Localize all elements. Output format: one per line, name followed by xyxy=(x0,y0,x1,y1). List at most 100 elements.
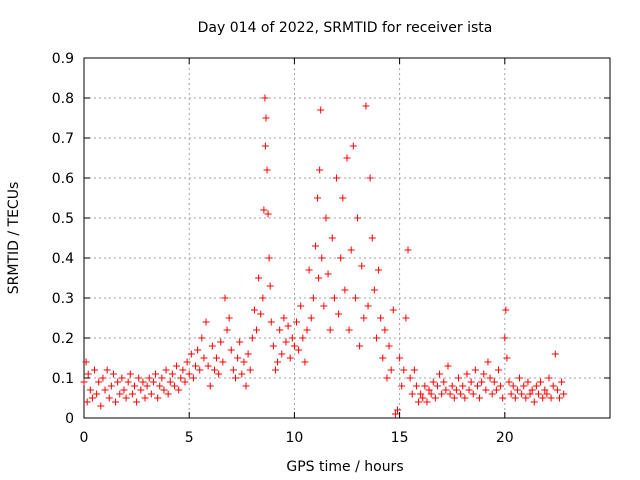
x-tick-label: 10 xyxy=(285,430,303,446)
data-point xyxy=(332,174,340,182)
data-point xyxy=(303,326,311,334)
data-point xyxy=(139,378,147,386)
data-point xyxy=(160,386,168,394)
data-point xyxy=(497,382,505,390)
data-point xyxy=(337,254,345,262)
y-tick-label: 0 xyxy=(65,411,74,427)
data-point xyxy=(257,310,265,318)
data-point xyxy=(560,390,568,398)
data-point xyxy=(183,358,191,366)
data-markers xyxy=(80,94,568,418)
y-tick-label: 0.6 xyxy=(52,171,74,187)
data-point xyxy=(114,378,122,386)
data-point xyxy=(107,382,115,390)
data-point xyxy=(551,350,559,358)
data-point xyxy=(360,314,368,322)
data-point xyxy=(410,366,418,374)
data-point xyxy=(80,378,88,386)
data-point xyxy=(99,374,107,382)
data-point xyxy=(200,354,208,362)
data-point xyxy=(389,306,397,314)
y-tick-label: 0.9 xyxy=(52,51,74,67)
data-point xyxy=(246,366,254,374)
data-point xyxy=(320,302,328,310)
data-point xyxy=(429,378,437,386)
data-point xyxy=(556,394,564,402)
data-point xyxy=(452,386,460,394)
data-point xyxy=(260,206,268,214)
data-point xyxy=(88,394,96,402)
data-point xyxy=(189,374,197,382)
data-point xyxy=(446,390,454,398)
data-point xyxy=(192,362,200,370)
y-axis-label: SRMTID / TECUs xyxy=(6,182,22,295)
data-point xyxy=(101,386,109,394)
data-point xyxy=(156,382,164,390)
data-point xyxy=(185,370,193,378)
data-point xyxy=(541,386,549,394)
y-tick-label: 0.3 xyxy=(52,291,74,307)
data-point xyxy=(288,334,296,342)
data-point xyxy=(469,390,477,398)
data-point xyxy=(82,358,90,366)
data-point xyxy=(463,370,471,378)
y-tick-label: 0.7 xyxy=(52,131,74,147)
data-point xyxy=(149,378,157,386)
data-point xyxy=(372,334,380,342)
data-point xyxy=(206,382,214,390)
data-point xyxy=(145,374,153,382)
x-tick-label: 20 xyxy=(496,430,514,446)
data-point xyxy=(385,342,393,350)
data-point xyxy=(314,194,322,202)
data-point xyxy=(299,334,307,342)
data-point xyxy=(492,386,500,394)
data-point xyxy=(162,366,170,374)
data-point xyxy=(315,274,323,282)
data-point xyxy=(128,390,136,398)
data-point xyxy=(425,386,433,394)
data-point xyxy=(187,350,195,358)
data-point xyxy=(175,386,183,394)
data-point xyxy=(95,378,103,386)
data-point xyxy=(219,358,227,366)
data-point xyxy=(290,342,298,350)
data-point xyxy=(124,378,132,386)
data-point xyxy=(343,154,351,162)
data-point xyxy=(97,402,105,410)
data-point xyxy=(442,386,450,394)
data-point xyxy=(516,374,524,382)
data-point xyxy=(499,394,507,402)
data-point xyxy=(377,314,385,322)
data-point xyxy=(208,342,216,350)
data-point xyxy=(364,302,372,310)
data-point xyxy=(280,314,288,322)
data-point xyxy=(227,346,235,354)
data-point xyxy=(465,386,473,394)
data-point xyxy=(316,166,324,174)
data-point xyxy=(455,374,463,382)
data-point xyxy=(511,394,519,402)
data-point xyxy=(215,370,223,378)
data-point xyxy=(513,386,521,394)
data-point xyxy=(84,370,92,378)
data-point xyxy=(488,390,496,398)
data-point xyxy=(242,382,250,390)
data-point xyxy=(105,394,113,402)
data-point xyxy=(400,366,408,374)
y-tick-label: 0.1 xyxy=(52,371,74,387)
data-point xyxy=(448,382,456,390)
data-point xyxy=(476,394,484,402)
data-point xyxy=(202,318,210,326)
data-point xyxy=(229,366,237,374)
data-point xyxy=(274,358,282,366)
data-point xyxy=(478,378,486,386)
data-point xyxy=(415,398,423,406)
data-point xyxy=(412,382,420,390)
data-point xyxy=(537,378,545,386)
x-tick-label: 15 xyxy=(391,430,409,446)
data-point xyxy=(467,378,475,386)
data-point xyxy=(223,326,231,334)
data-point xyxy=(255,274,263,282)
data-point xyxy=(112,398,120,406)
